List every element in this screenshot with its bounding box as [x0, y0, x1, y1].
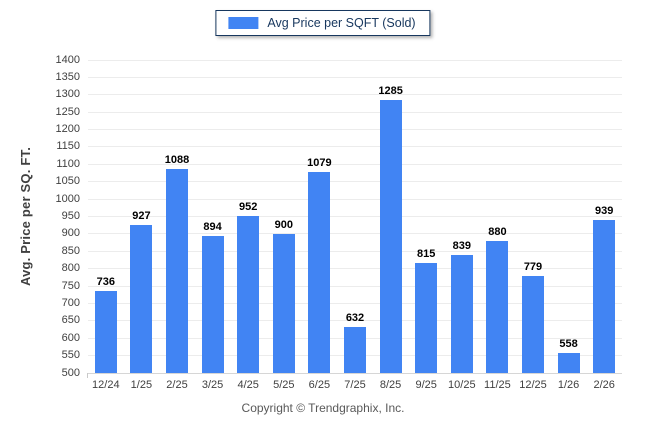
- bar-3-25: [201, 235, 224, 373]
- copyright-text: Copyright © Trendgraphix, Inc.: [241, 401, 405, 415]
- bar-value-label: 839: [452, 240, 471, 253]
- gridline: [88, 163, 622, 165]
- x-tick-label: 12/24: [92, 379, 120, 391]
- y-tick-label: 700: [61, 296, 80, 309]
- y-tick-label: 1100: [56, 157, 80, 170]
- x-tick-label: 1/25: [130, 379, 153, 391]
- gridline: [88, 216, 622, 217]
- y-tick-label: 1150: [56, 140, 80, 153]
- y-tick-label: 900: [61, 227, 80, 240]
- bar-value-label: 927: [132, 209, 151, 222]
- y-tick-label: 650: [61, 314, 80, 327]
- x-tick-label: 10/25: [448, 379, 476, 391]
- bar-value-label: 1088: [164, 153, 190, 166]
- gridline: [88, 198, 622, 200]
- x-tick-label: 11/25: [484, 379, 511, 391]
- x-tick-label: 7/25: [344, 379, 366, 391]
- y-tick-label: 1400: [55, 53, 80, 66]
- gridline: [88, 181, 622, 183]
- x-tick-label: 3/25: [201, 379, 224, 391]
- x-tick-label: 12/25: [519, 379, 547, 391]
- x-tick-label: 1/26: [557, 379, 580, 391]
- gridline: [88, 94, 622, 96]
- y-tick-label: 600: [61, 331, 80, 344]
- gridline: [88, 302, 622, 304]
- bar-7-25: [344, 327, 366, 373]
- gridline: [88, 76, 622, 78]
- gridline: [88, 268, 622, 270]
- bar-9-25: [415, 263, 438, 373]
- gridline: [88, 129, 622, 131]
- bar-value-label: 558: [559, 337, 578, 350]
- bar-value-label: 894: [203, 220, 222, 233]
- bar-6-25: [308, 171, 331, 373]
- bar-value-label: 900: [274, 218, 293, 231]
- bar-value-label: 1285: [378, 85, 403, 97]
- gridline: [88, 320, 622, 322]
- bar-value-label: 1079: [307, 156, 332, 169]
- bar-value-label: 632: [345, 312, 365, 325]
- y-tick-label: 1200: [55, 123, 80, 136]
- gridline: [88, 146, 622, 148]
- bar-value-label: 815: [417, 248, 436, 261]
- bar-4-25: [237, 215, 260, 373]
- gridline: [88, 59, 622, 61]
- gridline: [88, 233, 622, 235]
- bar-5-25: [272, 233, 295, 373]
- x-tick-label: 9/25: [415, 379, 437, 391]
- bar-12-25: [522, 275, 544, 373]
- bar-8-25: [379, 100, 402, 373]
- gridline: [88, 250, 622, 252]
- y-tick-label: 500: [61, 366, 80, 379]
- y-tick-label: 1000: [55, 192, 80, 205]
- x-tick-label: 2/26: [593, 379, 615, 391]
- gridline: [88, 111, 622, 113]
- bar-value-label: 952: [239, 200, 258, 213]
- bar-11-25: [486, 240, 509, 373]
- y-tick-label: 750: [61, 279, 80, 292]
- legend-label: Avg Price per SQFT (Sold): [267, 16, 416, 30]
- x-tick-label: 5/25: [273, 379, 295, 391]
- y-tick-label: 1300: [55, 88, 80, 101]
- bar-value-label: 939: [595, 205, 614, 218]
- bar-10-25: [450, 255, 473, 373]
- y-tick-label: 800: [61, 262, 80, 275]
- plot-area: 736 927 1088 894 952 900 1079 632 1285 815 839 880 7…: [87, 59, 622, 378]
- bar-value-label: 779: [523, 260, 543, 273]
- bar-12-24: [94, 290, 117, 373]
- bar-2-26: [593, 220, 616, 373]
- bar-value-label: 880: [488, 225, 507, 238]
- y-tick-label: 1050: [55, 175, 80, 188]
- gridline: [88, 285, 622, 287]
- bar-2-25: [166, 168, 188, 373]
- x-tick-label: 6/25: [308, 379, 331, 391]
- bar-1-26: [557, 352, 580, 373]
- bar-value-label: 736: [96, 275, 115, 288]
- x-tick-label: 4/25: [237, 379, 259, 391]
- y-tick-label: 850: [61, 244, 80, 257]
- y-tick-label: 950: [61, 210, 80, 222]
- y-tick-label: 550: [61, 349, 80, 362]
- legend-swatch-icon: [228, 17, 259, 29]
- x-tick-label: 2/25: [166, 379, 188, 391]
- x-tick-label: 8/25: [379, 379, 402, 391]
- y-tick-label: 1250: [55, 105, 80, 118]
- y-tick-label: 1350: [55, 70, 80, 83]
- axis-corner-tick: [87, 373, 88, 378]
- bar-1-25: [130, 224, 153, 373]
- chart-legend: Avg Price per SQFT (Sold): [215, 10, 431, 36]
